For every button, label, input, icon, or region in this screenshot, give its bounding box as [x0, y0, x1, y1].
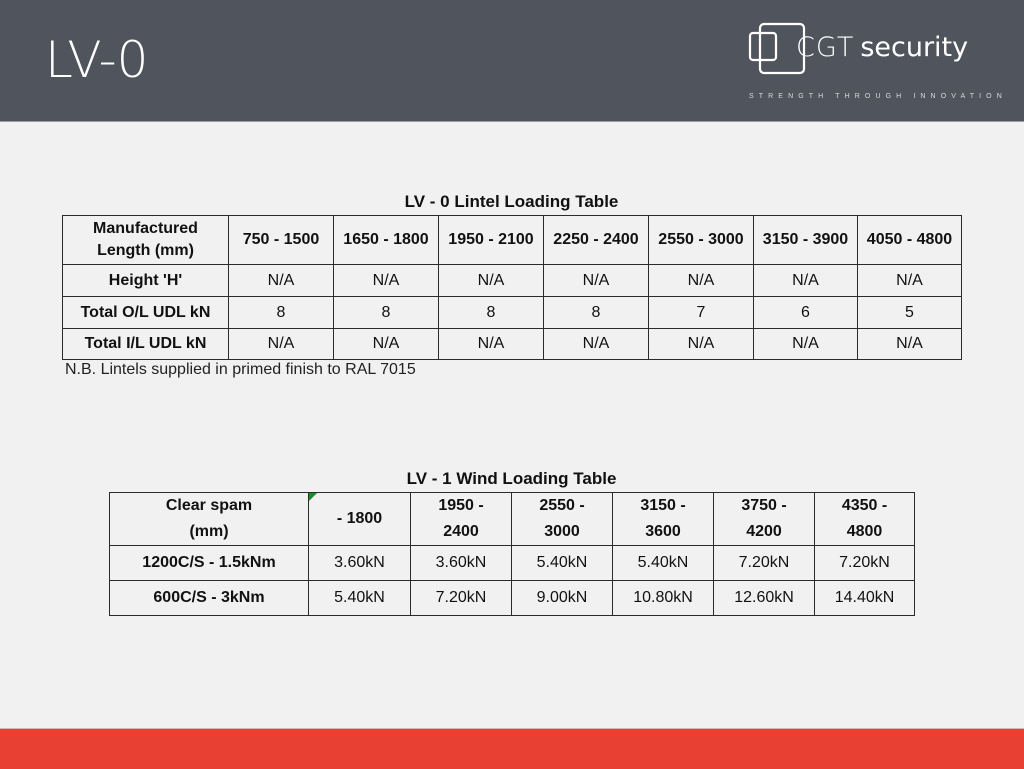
table-cell: N/A — [753, 264, 858, 297]
logo-brand: CGT — [796, 32, 855, 63]
company-logo: CGT security STRENGTH THROUGH INNOVATION — [748, 22, 1002, 102]
interlocking-squares-logo-icon — [748, 22, 806, 75]
table-cell: 9.00kN — [511, 580, 613, 616]
column-header: 750 - 1500 — [228, 215, 334, 265]
table-cell: 7.20kN — [713, 545, 815, 581]
table-header-row: Clear spam (mm) - 1800 1950 - 2400 2550 … — [109, 492, 915, 546]
table-cell: N/A — [228, 328, 334, 360]
table-cell: 3.60kN — [410, 545, 512, 581]
row-label: Total I/L UDL kN — [62, 328, 229, 360]
column-header: 4350 - 4800 — [814, 492, 915, 546]
row-label: 600C/S - 3kNm — [109, 580, 309, 616]
table-cell: 3.60kN — [308, 545, 411, 581]
table-row: 1200C/S - 1.5kNm 3.60kN 3.60kN 5.40kN 5.… — [109, 545, 915, 581]
table-cell: N/A — [438, 328, 544, 360]
row-label: Height 'H' — [62, 264, 229, 297]
table-cell: N/A — [228, 264, 334, 297]
table-row: Total I/L UDL kN N/A N/A N/A N/A N/A N/A… — [62, 328, 962, 360]
table-cell: 6 — [753, 296, 858, 329]
table-cell: 8 — [543, 296, 649, 329]
column-header: 2550 - 3000 — [511, 492, 613, 546]
table-cell: 7 — [648, 296, 754, 329]
logo-brand-suffix: security — [860, 32, 969, 63]
logo-tagline: STRENGTH THROUGH INNOVATION — [749, 93, 1007, 100]
wind-table-title: LV - 1 Wind Loading Table — [406, 469, 617, 488]
table-cell: 8 — [438, 296, 544, 329]
table-cell: 5.40kN — [511, 545, 613, 581]
table-cell: 5.40kN — [612, 545, 714, 581]
table-cell: N/A — [753, 328, 858, 360]
table-cell: N/A — [333, 264, 439, 297]
table-cell: N/A — [857, 328, 962, 360]
table-cell: N/A — [543, 328, 649, 360]
column-header: 3150 - 3600 — [612, 492, 714, 546]
logo-wordmark: CGT security — [796, 31, 968, 65]
column-header: 3750 - 4200 — [713, 492, 815, 546]
header-bar: LV-0 CGT security STRENGTH THROUGH INNOVA… — [0, 0, 1024, 122]
lintel-loading-table: Manufactured Length (mm) 750 - 1500 1650… — [62, 215, 962, 360]
column-header: 2250 - 2400 — [543, 215, 649, 265]
table-cell: N/A — [543, 264, 649, 297]
column-header: 2550 - 3000 — [648, 215, 754, 265]
table-row: Height 'H' N/A N/A N/A N/A N/A N/A N/A — [62, 264, 962, 297]
table-cell: N/A — [648, 264, 754, 297]
table-cell: 5.40kN — [308, 580, 411, 616]
column-header: 3150 - 3900 — [753, 215, 858, 265]
row-label: 1200C/S - 1.5kNm — [109, 545, 309, 581]
table-row: 600C/S - 3kNm 5.40kN 7.20kN 9.00kN 10.80… — [109, 580, 915, 616]
column-header: 4050 - 4800 — [857, 215, 962, 265]
table-cell: N/A — [333, 328, 439, 360]
table-cell: 10.80kN — [612, 580, 714, 616]
table-cell: N/A — [648, 328, 754, 360]
row-header-cell: Manufactured Length (mm) — [62, 215, 229, 265]
lintel-table-note: N.B. Lintels supplied in primed finish t… — [65, 361, 416, 378]
row-header-cell: Clear spam (mm) — [109, 492, 309, 546]
column-header: 1950 - 2100 — [438, 215, 544, 265]
table-cell: 8 — [333, 296, 439, 329]
column-header: 1650 - 1800 — [333, 215, 439, 265]
table-row: Total O/L UDL kN 8 8 8 8 7 6 5 — [62, 296, 962, 329]
footer-bar — [0, 728, 1024, 769]
page-title: LV-0 — [45, 31, 149, 89]
table-cell: 14.40kN — [814, 580, 915, 616]
table-cell: 7.20kN — [410, 580, 512, 616]
table-cell: N/A — [857, 264, 962, 297]
row-label: Total O/L UDL kN — [62, 296, 229, 329]
table-cell: 12.60kN — [713, 580, 815, 616]
comment-indicator-icon[interactable] — [309, 493, 317, 501]
wind-loading-table: Clear spam (mm) - 1800 1950 - 2400 2550 … — [109, 492, 915, 616]
table-cell: 8 — [228, 296, 334, 329]
table-cell: 5 — [857, 296, 962, 329]
column-header: - 1800 — [308, 492, 411, 546]
table-cell: N/A — [438, 264, 544, 297]
table-header-row: Manufactured Length (mm) 750 - 1500 1650… — [62, 215, 962, 265]
table-cell: 7.20kN — [814, 545, 915, 581]
column-header: 1950 - 2400 — [410, 492, 512, 546]
lintel-table-title: LV - 0 Lintel Loading Table — [404, 192, 619, 211]
column-header-label: - 1800 — [336, 510, 383, 527]
